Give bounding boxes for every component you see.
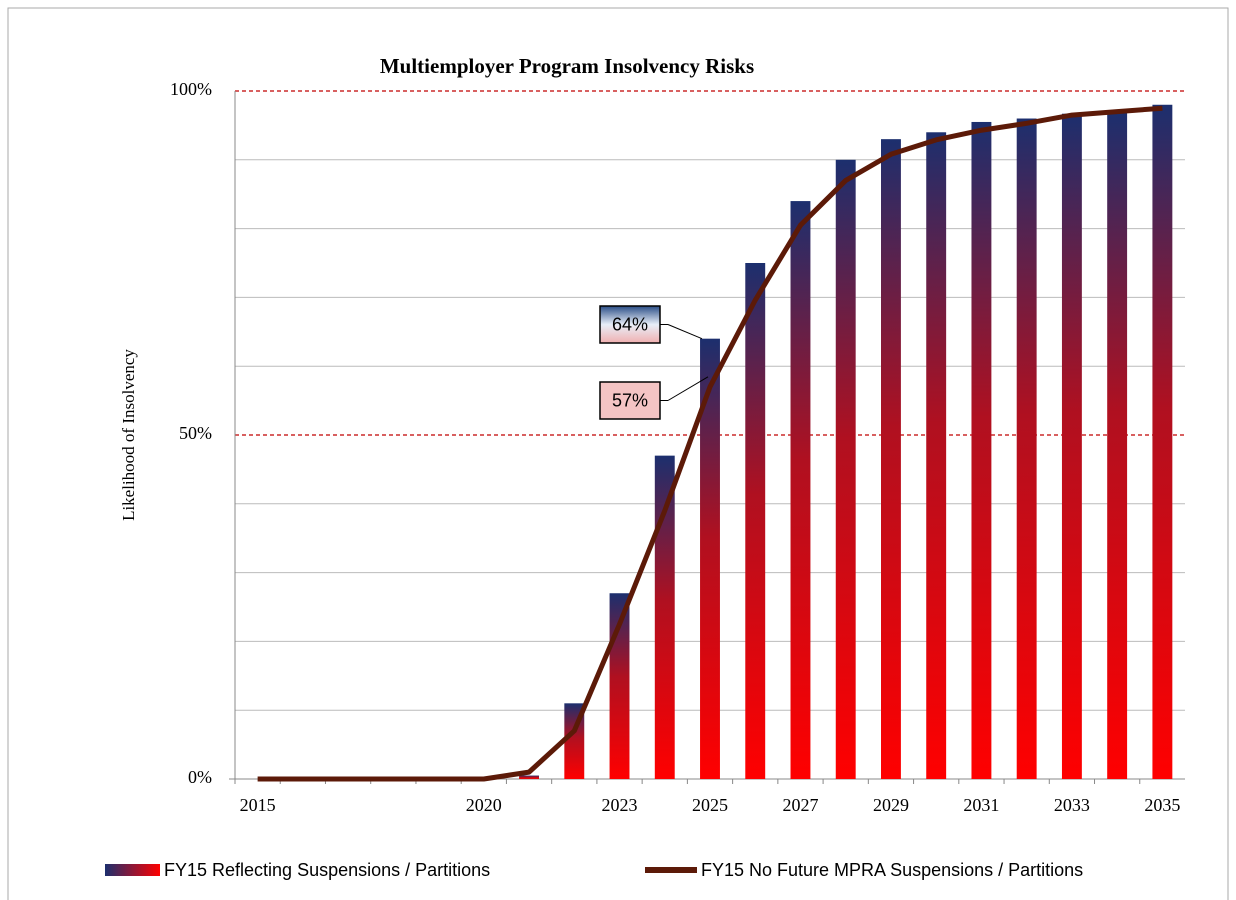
x-tick-label: 2035 xyxy=(1144,795,1180,815)
bar xyxy=(881,139,901,779)
value-label-box xyxy=(599,305,661,344)
bar xyxy=(700,338,720,779)
y-tick-label: 100% xyxy=(170,79,212,99)
y-axis-label: Likelihood of Insolvency xyxy=(119,349,138,521)
x-tick-label: 2025 xyxy=(692,795,728,815)
leader-line xyxy=(667,376,709,401)
frame xyxy=(7,7,1229,900)
bar xyxy=(926,132,947,779)
legend-swatch xyxy=(105,864,160,876)
legend-label: FY15 Reflecting Suspensions / Partitions xyxy=(164,860,490,880)
bar xyxy=(1061,113,1082,780)
x-tick-label: 2027 xyxy=(782,795,818,815)
line-series xyxy=(257,105,1163,782)
value-label: 57% xyxy=(612,390,648,410)
bar xyxy=(519,775,539,779)
bar xyxy=(745,263,766,779)
legend-label: FY15 No Future MPRA Suspensions / Partit… xyxy=(701,860,1083,880)
value-label: 64% xyxy=(612,314,648,334)
bar xyxy=(1107,113,1128,780)
x-tick-label: 2031 xyxy=(963,795,999,815)
x-tick-label: 2029 xyxy=(873,795,909,815)
y-tick-label: 0% xyxy=(188,767,212,787)
chart-title: Multiemployer Program Insolvency Risks xyxy=(380,54,754,78)
leader-line xyxy=(667,324,703,340)
bar xyxy=(654,455,675,779)
bar xyxy=(835,159,856,780)
x-tick-label: 2033 xyxy=(1054,795,1090,815)
bar xyxy=(971,121,992,779)
bar xyxy=(790,201,811,779)
bar xyxy=(1016,118,1037,779)
bar xyxy=(1152,104,1173,779)
value-label-box xyxy=(599,381,661,420)
y-tick-label: 50% xyxy=(179,423,212,443)
x-tick-label: 2020 xyxy=(466,795,502,815)
x-tick-label: 2023 xyxy=(602,795,638,815)
x-tick-label: 2015 xyxy=(240,795,276,815)
